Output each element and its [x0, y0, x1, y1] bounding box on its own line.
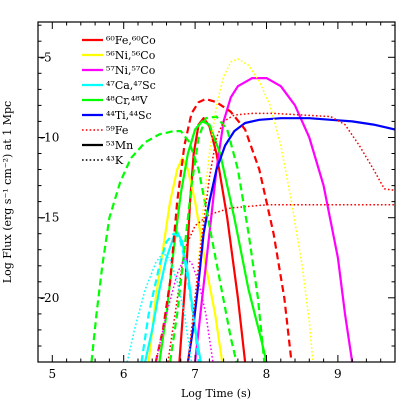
legend-label: ⁵³Mn [106, 139, 133, 152]
series-layer [90, 58, 395, 362]
legend-label: ⁶⁰Fe,⁶⁰Co [106, 34, 156, 47]
x-axis-label: Log Time (s) [181, 387, 251, 400]
series-line-12 [140, 232, 200, 362]
y-tick-label: -20 [40, 291, 59, 305]
series-line-15 [187, 112, 395, 362]
ticks-layer [38, 22, 395, 363]
series-line-11 [90, 130, 238, 362]
series-line-16 [155, 257, 214, 362]
legend-label: ⁴⁷Ca,⁴⁷Sc [106, 79, 156, 92]
series-line-6 [186, 117, 395, 362]
plot-frame [37, 21, 396, 363]
y-tick-label: -10 [40, 130, 59, 144]
x-tick-label: 6 [120, 367, 128, 381]
legend-label: ⁵⁹Fe [106, 124, 128, 137]
legend: ⁶⁰Fe,⁶⁰Co ⁵⁶Ni,⁵⁶Co ⁵⁷Ni,⁵⁷Co ⁴⁷Ca,⁴⁷Sc ⁴⁸Cr… [82, 34, 156, 167]
legend-label: ⁵⁶Ni,⁵⁶Co [106, 49, 156, 62]
legend-label: ⁴³K [106, 154, 124, 167]
y-axis-label: Log Flux (erg s⁻¹ cm⁻²) at 1 Mpc [1, 101, 14, 283]
series-line-17 [126, 252, 193, 362]
series-line-2 [147, 157, 224, 362]
x-tick-label: 5 [48, 367, 56, 381]
series-line-13 [169, 115, 266, 362]
legend-label: ⁴⁸Cr,⁴⁸V [106, 94, 149, 107]
x-tick-label: 9 [334, 367, 342, 381]
x-tick-label: 7 [191, 367, 199, 381]
series-line-10 [154, 97, 293, 362]
tick-labels-layer: 5 6 7 8 9 -5 -10 -15 -20 [40, 50, 342, 381]
y-tick-label: -15 [40, 211, 59, 225]
series-line-3 [194, 77, 354, 362]
legend-label: ⁴⁴Ti,⁴⁴Sc [106, 109, 152, 122]
legend-label: ⁵⁷Ni,⁵⁷Co [106, 64, 156, 77]
x-tick-label: 8 [263, 367, 271, 381]
y-tick-label: -5 [40, 50, 52, 64]
